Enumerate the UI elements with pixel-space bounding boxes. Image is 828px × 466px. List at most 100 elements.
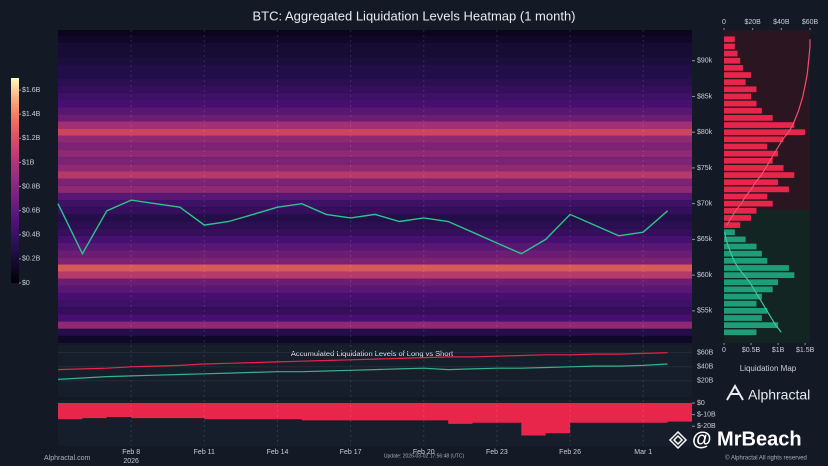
logo-icon [726, 383, 744, 401]
heat-band [58, 250, 692, 258]
heat-band [58, 150, 692, 158]
liq-bar [724, 179, 779, 186]
side-title: Liquidation Map [740, 364, 797, 373]
x-tick-label: $1.5B [796, 347, 815, 354]
x-tick-label: Feb 26 [559, 449, 581, 456]
heat-band [58, 235, 692, 243]
y-tick-label: $20B [697, 378, 714, 385]
heat-band [58, 242, 692, 251]
heat-band [58, 285, 692, 293]
x-tick-label: Feb 8 [122, 449, 140, 456]
price-line [57, 199, 669, 256]
liq-bar [724, 215, 752, 221]
liq-bar [724, 93, 752, 100]
heat-band [58, 50, 692, 58]
y-tick-label: $0 [697, 400, 705, 407]
heat-band [58, 142, 692, 151]
liq-bar [724, 65, 743, 71]
liq-bar [724, 150, 779, 157]
cumulative-line [724, 232, 782, 333]
heat-band [58, 335, 692, 343]
heat-band [58, 214, 692, 222]
y-tick-label: $-20B [697, 423, 716, 430]
panel-title: Accumulated Liquidation Levels of Long v… [291, 349, 454, 358]
x-tick-label: 0 [722, 347, 726, 354]
liq-bar [724, 315, 762, 321]
accum-panel [58, 345, 692, 397]
heat-band [58, 128, 692, 136]
heat-band [58, 42, 692, 51]
y-tick-label: $40B [697, 364, 714, 371]
chart-title: BTC: Aggregated Liquidation Levels Heatm… [252, 8, 575, 23]
x-tick-label: $0.5B [742, 347, 761, 354]
x2-tick-label: $60B [802, 19, 819, 26]
x-tick-sublabel: 2026 [123, 458, 139, 465]
x-tick-label: Feb 20 [413, 449, 435, 456]
heat-band [58, 114, 692, 122]
liq-bar [724, 72, 752, 78]
x-tick-label: Feb 14 [267, 449, 289, 456]
heat-band [58, 121, 692, 129]
liq-bar [724, 143, 768, 150]
colorbar-label: $1B [22, 159, 35, 166]
liq-bar [724, 329, 757, 336]
liq-bar [724, 79, 746, 86]
y-tick-label: $60B [697, 350, 714, 357]
heat-band [58, 178, 692, 186]
heat-band [58, 328, 692, 336]
heat-band [58, 221, 692, 229]
heat-band [58, 100, 692, 108]
series-line [57, 352, 668, 371]
liq-bar [724, 100, 757, 107]
liq-bar [724, 293, 762, 300]
brand-logo [726, 383, 744, 401]
x2-tick-label: $20B [744, 19, 761, 26]
heat-band [58, 92, 692, 101]
heat-band [58, 300, 692, 308]
liq-bar [724, 257, 768, 264]
liq-bar [724, 157, 773, 164]
heat-band [58, 85, 692, 93]
y-tick-label: $60k [697, 272, 713, 279]
y-tick-label: $90k [697, 58, 713, 65]
heat-band [58, 192, 692, 201]
heat-band [58, 200, 692, 208]
heat-band [58, 107, 692, 115]
liq-bar [724, 172, 795, 178]
heat-band [58, 171, 692, 179]
x-tick-label: $1B [772, 347, 785, 354]
y-tick-label: $55k [697, 308, 713, 315]
heat-band [58, 30, 692, 36]
liq-bar [724, 57, 741, 64]
liq-bar [724, 200, 773, 207]
y-tick-label: $70k [697, 200, 713, 207]
liq-bar [724, 50, 738, 57]
y-tick-label: $85k [697, 93, 713, 100]
heat-band [58, 292, 692, 301]
liq-bar [724, 186, 789, 193]
liq-bar [724, 300, 757, 307]
colorbar-label: $0.8B [22, 183, 41, 190]
footer-site: Alphractal.com [44, 455, 90, 462]
heat-band [58, 257, 692, 265]
liq-bar [724, 307, 768, 314]
x-tick-label: Feb 17 [340, 449, 362, 456]
x2-tick-label: $40B [773, 19, 790, 26]
watermark-icon [668, 430, 688, 450]
x-tick-label: Feb 23 [486, 449, 508, 456]
liq-bar [724, 236, 746, 243]
liq-bar [724, 322, 779, 328]
y-tick-label: $65k [697, 236, 713, 243]
liq-bar [724, 207, 757, 214]
colorbar-label: $1.2B [22, 135, 41, 142]
colorbar-label: $0.2B [22, 256, 41, 263]
heat-band [58, 228, 692, 236]
colorbar-label: $1.6B [22, 87, 41, 94]
y-tick-label: $75k [697, 165, 713, 172]
y-tick-label: $-10B [697, 411, 716, 418]
colorbar-label: $1.4B [22, 111, 41, 118]
heat-band [58, 135, 692, 143]
liq-bar [724, 86, 757, 93]
watermark-logo [668, 430, 688, 450]
